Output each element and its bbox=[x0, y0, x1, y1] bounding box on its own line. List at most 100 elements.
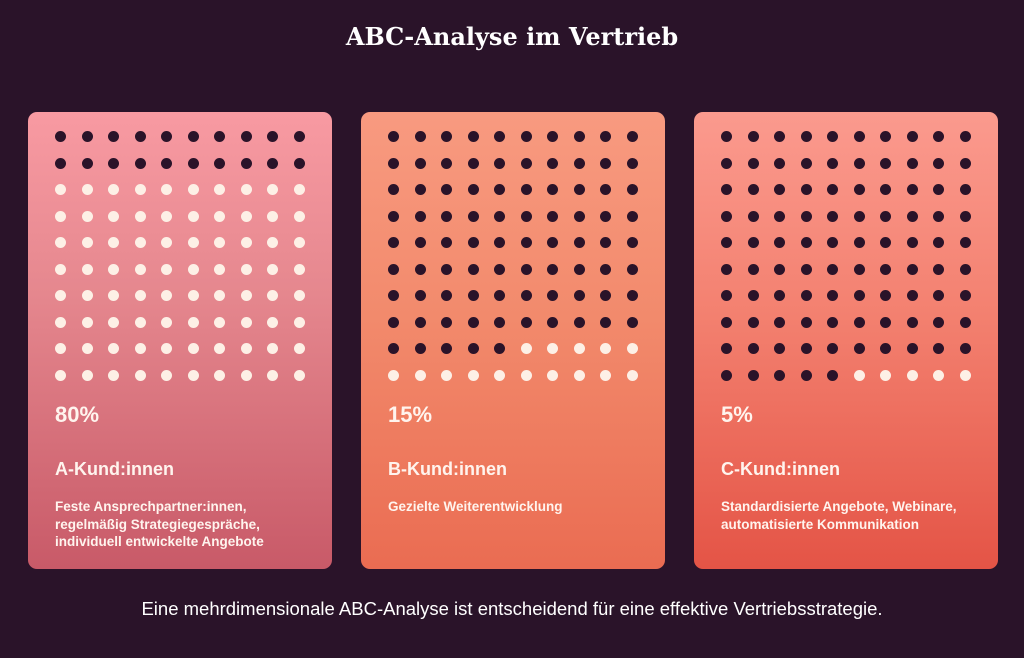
dot-dark bbox=[933, 157, 944, 169]
dot-dark bbox=[800, 157, 812, 169]
dot-dark bbox=[880, 210, 891, 222]
dot-dark bbox=[721, 184, 732, 195]
dot-light bbox=[108, 290, 119, 301]
dot-dark bbox=[747, 343, 759, 354]
dot-light bbox=[267, 316, 278, 328]
dot-dark bbox=[441, 237, 452, 248]
dot-dark bbox=[414, 131, 426, 142]
dot-dark bbox=[853, 157, 865, 169]
dot-dark bbox=[721, 369, 732, 381]
dot-dark bbox=[933, 316, 944, 328]
dot-dark bbox=[626, 131, 638, 142]
dot-light bbox=[267, 237, 278, 248]
dot-light bbox=[267, 263, 278, 275]
dot-light bbox=[187, 237, 199, 248]
dot-dark bbox=[880, 131, 891, 142]
dot-dark bbox=[880, 290, 891, 301]
dot-dark bbox=[414, 184, 426, 195]
dot-light bbox=[161, 210, 172, 222]
dot-dark bbox=[547, 263, 558, 275]
dot-light bbox=[267, 343, 278, 354]
dot-dark bbox=[267, 131, 278, 142]
dot-dark bbox=[827, 369, 838, 381]
dot-dark bbox=[520, 157, 532, 169]
dot-light bbox=[81, 316, 93, 328]
dot-light bbox=[187, 316, 199, 328]
dot-dark bbox=[880, 343, 891, 354]
dot-light bbox=[214, 184, 225, 195]
dot-dark bbox=[827, 184, 838, 195]
dot-light bbox=[267, 184, 278, 195]
dot-dark bbox=[626, 237, 638, 248]
dot-dark bbox=[600, 210, 611, 222]
dot-dark bbox=[880, 263, 891, 275]
dot-light bbox=[293, 343, 305, 354]
dot-dark bbox=[906, 210, 918, 222]
dot-light bbox=[161, 237, 172, 248]
dot-dark bbox=[853, 290, 865, 301]
dot-dark bbox=[267, 157, 278, 169]
dot-dark bbox=[441, 157, 452, 169]
dot-dark bbox=[747, 210, 759, 222]
dot-dark bbox=[388, 210, 399, 222]
dot-light bbox=[81, 237, 93, 248]
dot-light bbox=[81, 369, 93, 381]
dot-dark bbox=[573, 263, 585, 275]
dot-dark bbox=[800, 316, 812, 328]
dot-dark bbox=[108, 157, 119, 169]
dot-light bbox=[441, 369, 452, 381]
dot-dark bbox=[880, 157, 891, 169]
dot-dark bbox=[467, 263, 479, 275]
dot-dark bbox=[573, 131, 585, 142]
dot-dark bbox=[959, 210, 971, 222]
dot-dark bbox=[626, 184, 638, 195]
dot-grid-b bbox=[388, 131, 638, 381]
dot-dark bbox=[494, 290, 505, 301]
dot-light bbox=[214, 343, 225, 354]
dot-dark bbox=[81, 131, 93, 142]
dot-light bbox=[240, 369, 252, 381]
card-c-description: Standardisierte Angebote, Webinare, auto… bbox=[721, 499, 957, 532]
dot-dark bbox=[800, 369, 812, 381]
dot-dark bbox=[880, 316, 891, 328]
dot-dark bbox=[933, 184, 944, 195]
dot-light bbox=[187, 184, 199, 195]
dot-dark bbox=[827, 290, 838, 301]
dot-light bbox=[134, 316, 146, 328]
dot-dark bbox=[880, 237, 891, 248]
dot-light bbox=[187, 290, 199, 301]
dot-dark bbox=[494, 210, 505, 222]
dot-dark bbox=[388, 157, 399, 169]
dot-dark bbox=[933, 343, 944, 354]
dot-dark bbox=[467, 290, 479, 301]
dot-light bbox=[55, 290, 66, 301]
dot-dark bbox=[747, 184, 759, 195]
dot-light bbox=[414, 369, 426, 381]
dot-dark bbox=[293, 157, 305, 169]
dot-dark bbox=[573, 210, 585, 222]
dot-dark bbox=[573, 237, 585, 248]
dot-dark bbox=[747, 157, 759, 169]
dot-dark bbox=[441, 290, 452, 301]
dot-light bbox=[240, 237, 252, 248]
dot-dark bbox=[626, 316, 638, 328]
dot-dark bbox=[626, 210, 638, 222]
dot-light bbox=[81, 263, 93, 275]
dot-dark bbox=[494, 157, 505, 169]
dot-dark bbox=[187, 131, 199, 142]
dot-dark bbox=[853, 237, 865, 248]
dot-grid-a bbox=[55, 131, 305, 381]
dot-light bbox=[214, 369, 225, 381]
dot-dark bbox=[721, 263, 732, 275]
dot-dark bbox=[933, 263, 944, 275]
dot-light bbox=[108, 316, 119, 328]
card-a-title: A-Kund:innen bbox=[55, 459, 174, 479]
dot-dark bbox=[414, 316, 426, 328]
dot-light bbox=[161, 343, 172, 354]
dot-dark bbox=[800, 343, 812, 354]
dot-dark bbox=[520, 316, 532, 328]
dot-dark bbox=[774, 131, 785, 142]
dot-light bbox=[520, 369, 532, 381]
dot-dark bbox=[721, 237, 732, 248]
dot-light bbox=[240, 210, 252, 222]
